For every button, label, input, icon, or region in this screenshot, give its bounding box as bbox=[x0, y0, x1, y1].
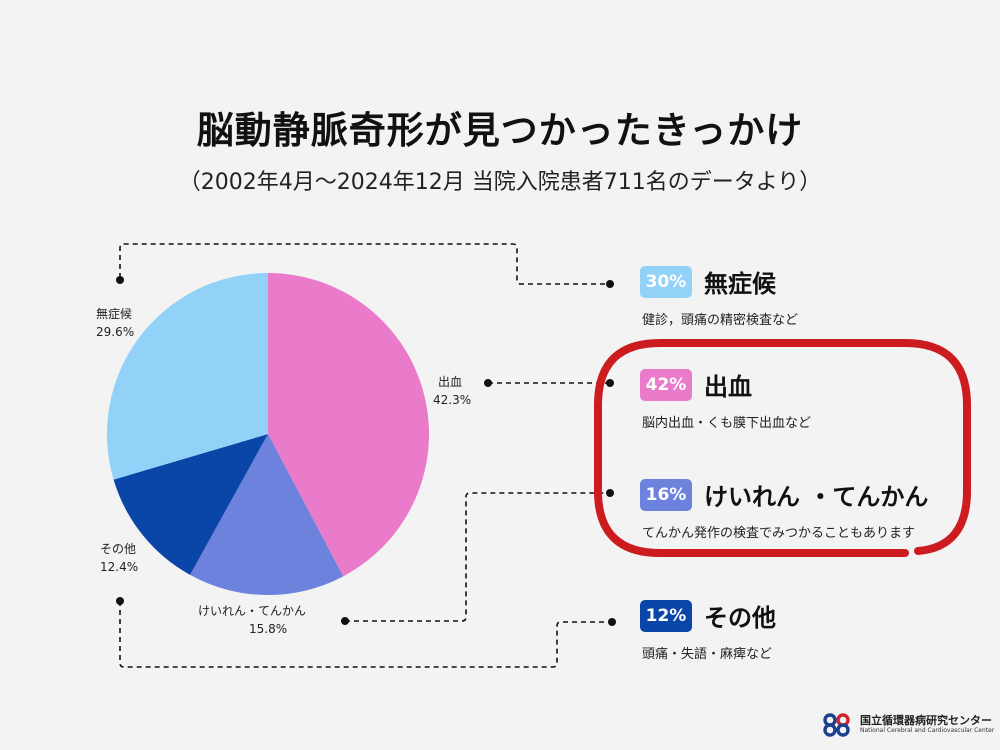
pie-slice-seizure bbox=[190, 434, 344, 595]
slice-label-other-value: 12.4% bbox=[100, 560, 138, 574]
connector-dot bbox=[606, 280, 614, 288]
logo-jp-text: 国立循環器病研究センター bbox=[860, 714, 992, 728]
slice-label-bleeding-name: 出血 bbox=[438, 375, 462, 389]
category-desc: 頭痛・失語・麻痺など bbox=[642, 647, 773, 662]
category-badge: 16% bbox=[640, 478, 692, 511]
category-desc: 脳内出血・くも膜下出血など bbox=[642, 416, 812, 431]
category-bleeding: 42% 出血 脳内出血・くも膜下出血など bbox=[640, 367, 990, 431]
page-title: 脳動静脈奇形が見つかったきっかけ bbox=[196, 109, 804, 152]
connector-dot bbox=[116, 276, 124, 284]
logo-mark-icon bbox=[823, 713, 850, 737]
connector-seizure bbox=[345, 492, 610, 622]
connector-dot bbox=[608, 618, 616, 626]
category-name: その他 bbox=[704, 604, 776, 632]
category-desc: 健診，頭痛の精密検査など bbox=[642, 313, 799, 328]
highlight-frame bbox=[594, 339, 971, 557]
category-seizure: 16% けいれん ・てんかん てんかん発作の検査でみつかることもあります bbox=[640, 477, 990, 541]
category-name: けいれん ・てんかん bbox=[704, 483, 929, 511]
connector-asymptomatic bbox=[119, 243, 610, 285]
category-name: 無症候 bbox=[704, 270, 776, 298]
logo: 国立循環器病研究センター National Cerebral and Cardi… bbox=[822, 712, 994, 738]
connector-other bbox=[119, 601, 612, 668]
slice-label-seizure-value: 15.8% bbox=[249, 622, 287, 636]
page-subtitle: （2002年4月〜2024年12月 当院入院患者711名のデータより） bbox=[178, 170, 822, 195]
slice-label-other-name: その他 bbox=[100, 542, 136, 556]
connector-dot bbox=[484, 379, 492, 387]
connector-dot bbox=[116, 597, 124, 605]
slice-label-seizure-name: けいれん・てんかん bbox=[198, 604, 306, 618]
slice-label-bleeding-value: 42.3% bbox=[433, 393, 471, 407]
category-other: 12% その他 頭痛・失語・麻痺など bbox=[640, 598, 990, 662]
slice-label-asymptomatic-name: 無症候 bbox=[96, 306, 132, 321]
logo-en-text: National Cerebral and Cardiovascular Cen… bbox=[860, 726, 995, 734]
category-badge: 12% bbox=[640, 599, 692, 632]
pie-slice-bleeding bbox=[268, 273, 429, 577]
connector-dot bbox=[606, 489, 614, 497]
category-badge: 42% bbox=[640, 368, 692, 401]
pie-slice-other bbox=[113, 434, 268, 575]
connector-dot bbox=[341, 617, 349, 625]
slice-label-asymptomatic-value: 29.6% bbox=[96, 325, 134, 339]
connector-dot bbox=[606, 379, 614, 387]
category-desc: てんかん発作の検査でみつかることもあります bbox=[642, 526, 916, 541]
category-name: 出血 bbox=[704, 373, 752, 401]
category-badge: 30% bbox=[640, 265, 692, 298]
pie-slice-asymptomatic bbox=[106, 273, 269, 480]
category-asymptomatic: 30% 無症候 健診，頭痛の精密検査など bbox=[640, 264, 990, 328]
